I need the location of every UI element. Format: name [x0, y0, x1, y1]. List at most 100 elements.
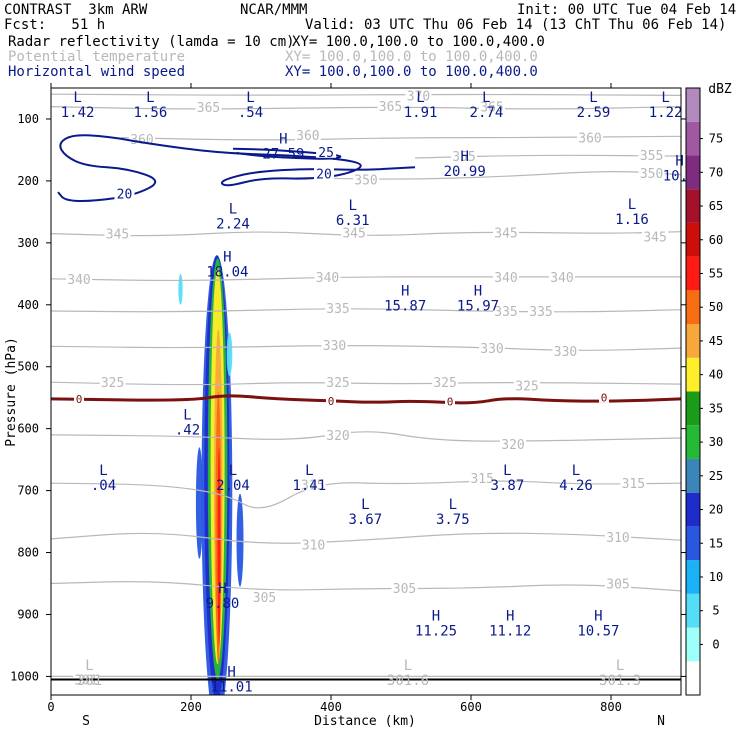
colorbar-label-10: 10	[709, 570, 723, 584]
colorbar-swatch-3	[686, 560, 700, 594]
wind-label-bg	[316, 144, 337, 158]
theta-label-325: 325	[515, 379, 538, 394]
extremum-value-14: 15.87	[384, 298, 426, 314]
extremum-type-14: H	[401, 283, 409, 299]
theta-label-bg	[493, 269, 519, 283]
colorbar-label-35: 35	[709, 401, 723, 415]
colorbar-swatch-11	[686, 290, 700, 325]
extremum-value-26: 11.12	[489, 624, 531, 640]
theta-label-bg	[479, 99, 505, 113]
colorbar-swatch-1	[686, 627, 700, 662]
colorbar-swatch-5	[686, 492, 700, 527]
colorbar-swatch-6	[686, 458, 700, 493]
theta-contour-315	[51, 480, 681, 509]
extremum-type-5: L	[589, 90, 597, 106]
field-wind: Horizontal wind speed	[8, 64, 186, 80]
x-tick-label: 0	[47, 700, 54, 714]
y-tick-label: 100	[17, 112, 39, 126]
valid-time: Valid: 03 UTC Thu 06 Feb 14 (13 ChT Thu …	[305, 17, 727, 33]
theta-label-bg	[620, 476, 647, 490]
field-theta: Potential temperature	[8, 49, 186, 65]
theta-label-bg	[195, 100, 222, 114]
y-tick-label: 300	[17, 236, 39, 250]
extremum-value-16: .42	[175, 422, 200, 438]
y-tick-label: 500	[17, 360, 39, 374]
theta-label-345: 345	[494, 226, 517, 241]
theta-label-340: 340	[316, 271, 339, 286]
theta-label-355: 355	[452, 150, 475, 165]
reflectivity-cell-9	[178, 273, 183, 305]
plot-frame	[50, 87, 682, 696]
extremum-type-22: L	[361, 497, 369, 513]
theta-label-bg	[528, 303, 554, 317]
theta-label-325: 325	[326, 376, 349, 391]
wind-label-20: 20	[117, 187, 133, 202]
theta-label-310: 310	[302, 538, 325, 553]
theta-label-335: 335	[494, 305, 517, 320]
theta-label-bg	[577, 130, 603, 144]
extremum-type-10: L	[229, 202, 237, 218]
colorbar-swatch-15	[686, 155, 700, 190]
theta-contour-360	[120, 135, 681, 141]
theta-label-bg	[514, 378, 540, 392]
plot-area	[51, 88, 681, 695]
extremum-value-12: 1.16	[615, 212, 649, 228]
extremum-type-28: H	[227, 664, 235, 680]
theta-label-345: 345	[106, 228, 129, 243]
theta-label-bg	[549, 269, 575, 283]
extremum-type-4: L	[482, 90, 490, 106]
x-tick-label: 600	[460, 700, 482, 714]
extremum-type-17: L	[99, 463, 107, 479]
extremum-value-2: .54	[238, 105, 263, 121]
theta-label-330: 330	[480, 342, 503, 357]
wind-label-20: 20	[316, 167, 332, 182]
theta-label-bg	[353, 172, 379, 186]
theta-label-bg	[638, 147, 665, 161]
extremum-type-9: H	[675, 153, 683, 169]
y-tick-label: 1000	[10, 669, 39, 683]
freezing-label-bg	[445, 395, 455, 407]
extremum-value-8: 20.99	[444, 164, 486, 180]
field-reflectivity-xy: XY= 100.0,100.0 to 100.0,400.0	[292, 34, 545, 50]
freezing-label-bg	[599, 391, 609, 403]
theta-label-bg	[321, 338, 348, 352]
y-tick-label: 200	[17, 174, 39, 188]
theta-label-bg	[391, 580, 418, 594]
colorbar-units: dBZ	[708, 82, 732, 97]
theta-label-355: 355	[640, 149, 663, 164]
wind-label-25: 25	[318, 146, 334, 161]
colorbar-label-15: 15	[709, 536, 723, 550]
theta-label-bg	[605, 576, 631, 590]
theta-label-bg	[66, 271, 92, 285]
field-wind-xy: XY= 100.0,100.0 to 100.0,400.0	[285, 64, 538, 80]
colorbar-swatch-10	[686, 324, 700, 358]
theta-label-365: 365	[197, 101, 220, 116]
extremum-type-0: L	[73, 90, 81, 106]
x-tick-label: 200	[180, 700, 202, 714]
theta-label-bg	[341, 225, 368, 239]
reflectivity-cell-7	[195, 447, 203, 559]
extremum-type-3: L	[416, 90, 424, 106]
theta-label-bg	[500, 437, 526, 451]
theta-label-bg	[325, 375, 351, 389]
theta-label-305: 305	[253, 591, 276, 606]
extremum-value-20: 3.87	[491, 478, 525, 494]
extremum-type-2: L	[246, 90, 254, 106]
field-theta-xy: XY= 100.0,100.0 to 100.0,400.0	[285, 49, 538, 65]
theta-label-365: 365	[480, 101, 503, 116]
theta-label-bg	[405, 88, 432, 102]
theta-label-345: 345	[643, 231, 666, 246]
colorbar-swatch-12	[686, 256, 700, 291]
theta-label-315: 315	[301, 478, 324, 493]
freezing-level-label: 0	[447, 395, 454, 408]
extremum-type-12: L	[628, 197, 636, 213]
freezing-level-label: 0	[76, 393, 83, 406]
extremum-value-31: 301.3	[599, 673, 641, 689]
x-tick-label: 400	[320, 700, 342, 714]
extremum-type-30: L	[404, 658, 412, 674]
theta-contour-355	[414, 154, 681, 159]
extremum-type-6: L	[661, 90, 669, 106]
init-time: Init: 00 UTC Tue 04 Feb 14	[517, 2, 737, 18]
theta-label-301: 301	[74, 674, 97, 689]
wind-label-bg	[314, 166, 334, 180]
